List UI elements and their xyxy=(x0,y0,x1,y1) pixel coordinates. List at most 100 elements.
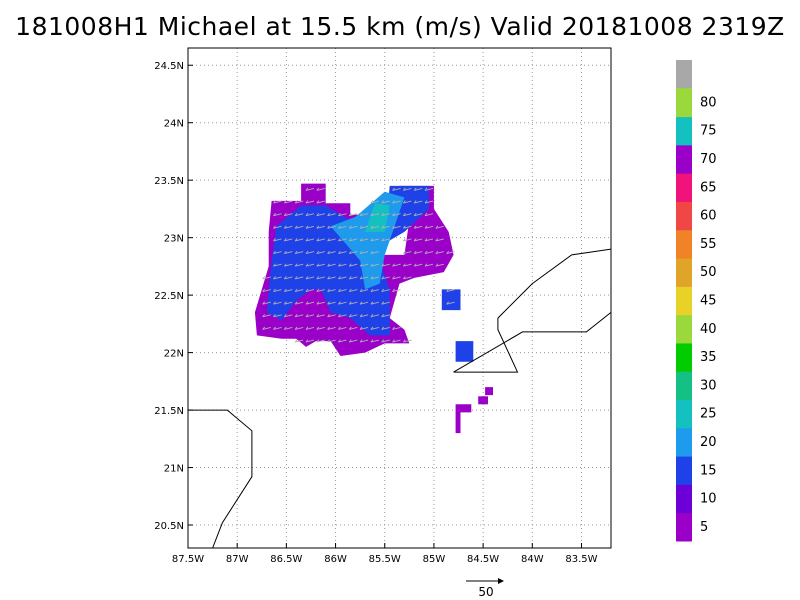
wind-vector xyxy=(338,301,347,305)
wind-vector xyxy=(392,327,401,330)
wind-vector xyxy=(370,276,380,280)
wind-region-10-15 xyxy=(455,341,474,362)
wind-vector-head xyxy=(273,238,276,242)
wind-vector-head xyxy=(435,238,439,242)
wind-vector xyxy=(305,238,315,242)
lat-tick-label: 21N xyxy=(164,464,184,475)
wind-vector-head xyxy=(338,212,341,216)
colorbar-label: 80 xyxy=(700,95,717,110)
wind-vector xyxy=(327,213,336,217)
wind-vector xyxy=(359,276,369,280)
wind-vector xyxy=(424,187,434,191)
wind-vector xyxy=(316,225,325,229)
wind-vector-head xyxy=(273,263,276,267)
wind-vector xyxy=(316,213,325,217)
wind-vector-head xyxy=(305,263,309,267)
lat-tick-label: 22N xyxy=(164,349,184,360)
wind-vector-head xyxy=(424,238,428,242)
wind-vector-head xyxy=(424,225,428,229)
wind-vector-head xyxy=(370,212,374,216)
wind-vector-head xyxy=(316,339,320,343)
wind-vector-head xyxy=(316,187,320,191)
wind-vector-head xyxy=(435,225,439,229)
wind-vector-head xyxy=(413,187,417,191)
wind-speed-field xyxy=(254,183,493,434)
wind-vector xyxy=(338,314,347,318)
wind-vector-head xyxy=(403,250,406,254)
wind-vector xyxy=(359,314,369,318)
wind-vector xyxy=(316,314,325,318)
wind-vector xyxy=(338,263,347,267)
wind-vector xyxy=(349,314,358,318)
wind-vector xyxy=(284,276,293,280)
colorbar-band xyxy=(676,88,692,118)
wind-vector-head xyxy=(403,276,406,280)
wind-vector-head xyxy=(392,276,395,280)
wind-vector-head xyxy=(413,238,417,242)
wind-vector-head xyxy=(283,314,287,318)
wind-vector-head xyxy=(316,238,320,242)
wind-vector xyxy=(392,225,401,229)
wind-vector xyxy=(381,314,390,318)
colorbar-band xyxy=(676,512,692,542)
wind-vector xyxy=(316,301,325,305)
wind-vector xyxy=(381,339,390,343)
wind-vector xyxy=(305,289,315,292)
vector-key-label: 50 xyxy=(478,585,493,599)
wind-vector-head xyxy=(273,212,276,216)
wind-vector xyxy=(295,327,304,330)
wind-vector-head xyxy=(359,225,363,229)
wind-vector xyxy=(305,263,315,267)
wind-vector xyxy=(349,263,358,267)
wind-vector xyxy=(435,251,444,255)
wind-vector xyxy=(284,301,293,305)
wind-vector-head xyxy=(403,200,406,204)
wind-vector-head xyxy=(294,326,298,330)
wind-vector-head xyxy=(305,339,309,343)
colorbar-label: 35 xyxy=(700,350,717,365)
wind-vector xyxy=(284,213,293,217)
wind-vector xyxy=(305,225,315,229)
wind-vector-head xyxy=(283,200,287,204)
colorbar-band xyxy=(676,258,692,287)
lon-tick-label: 84W xyxy=(521,554,544,565)
wind-vector xyxy=(392,276,401,280)
wind-region-20-25 xyxy=(365,203,390,232)
wind-vector-head xyxy=(338,250,341,254)
wind-vector xyxy=(349,339,358,343)
wind-vector xyxy=(349,213,358,217)
colorbar-label: 60 xyxy=(700,209,717,224)
wind-vector xyxy=(381,213,390,217)
wind-vector-head xyxy=(424,263,428,267)
wind-vector xyxy=(435,225,444,229)
wind-vector-head xyxy=(294,263,298,267)
wind-vector xyxy=(359,251,369,255)
wind-vector-head xyxy=(403,238,406,242)
wind-vector-head xyxy=(348,314,352,318)
wind-vector-head xyxy=(338,276,341,280)
wind-vector xyxy=(370,339,380,343)
wind-vector xyxy=(273,327,282,330)
wind-vector-head xyxy=(392,187,395,191)
wind-vector xyxy=(327,289,336,292)
wind-vector-head xyxy=(305,225,309,229)
wind-vector-head xyxy=(338,238,341,242)
colorbar-band xyxy=(676,314,692,344)
wind-vector-head xyxy=(327,326,330,330)
wind-vector-head xyxy=(305,301,309,305)
colorbar-label: 5 xyxy=(700,520,708,535)
wind-vector-head xyxy=(381,276,385,280)
wind-vector xyxy=(295,213,304,217)
wind-vector-head xyxy=(305,212,309,216)
wind-vector xyxy=(338,238,347,242)
wind-vector-head xyxy=(262,276,266,280)
wind-vector-head xyxy=(294,200,298,204)
wind-vector-head xyxy=(381,238,385,242)
coastline xyxy=(453,248,611,373)
wind-vector xyxy=(424,238,434,242)
wind-vector xyxy=(316,238,325,242)
wind-vector-head xyxy=(392,326,395,330)
wind-vector xyxy=(284,263,293,267)
colorbar-top-band xyxy=(676,60,692,89)
wind-vector-head xyxy=(283,238,287,242)
